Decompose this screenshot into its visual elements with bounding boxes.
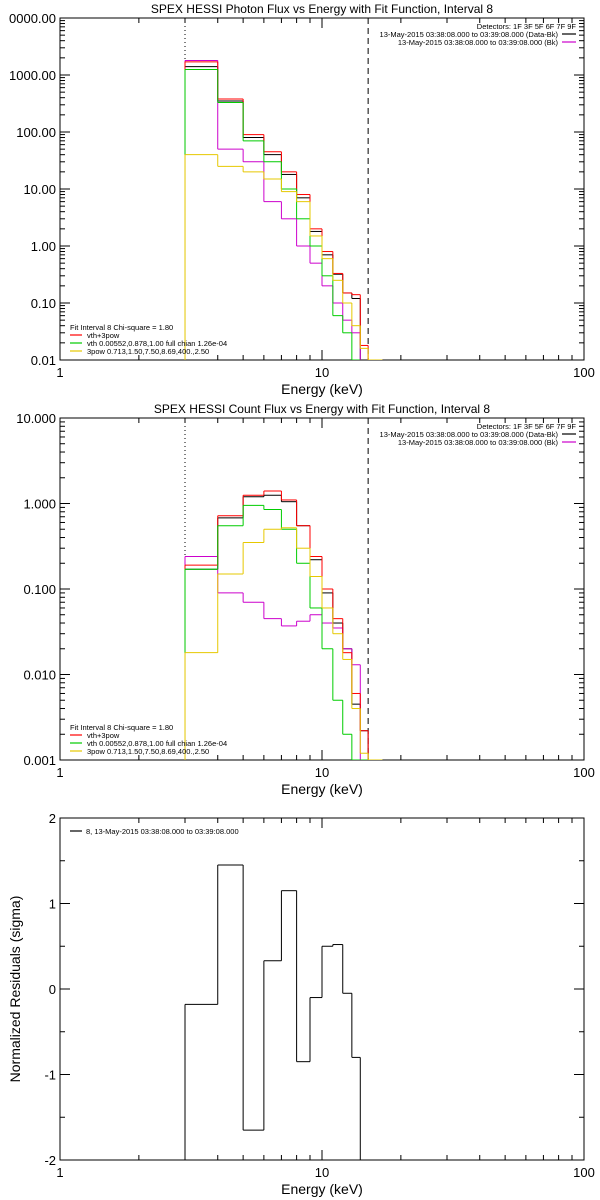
y-tick-label: 10.000 (16, 411, 56, 426)
y-tick-label: 1 (49, 897, 56, 912)
legend-entry: 13-May-2015 03:38:08.000 to 03:39:08.000… (380, 430, 559, 439)
series-vth (184, 504, 383, 760)
series-3pow (184, 527, 383, 760)
y-tick-label: 10.00 (23, 182, 56, 197)
detectors-label: Detectors: 1F 3F 5F 6F 7F 9F (477, 422, 577, 431)
x-tick-label: 10 (315, 1165, 329, 1180)
chart-title: SPEX HESSI Photon Flux vs Energy with Fi… (151, 2, 493, 16)
fit-summary: Fit Interval 8 Chi-square = 1.80 (70, 723, 173, 732)
data-area (184, 59, 383, 360)
series-data-bk (184, 494, 369, 760)
legend-entry: 13-May-2015 03:38:08.000 to 03:39:08.000… (380, 30, 559, 39)
y-tick-label: 0.100 (23, 582, 56, 597)
y-tick-label: 0000.00 (9, 11, 56, 26)
series-8-13-may-2015-03-38-08-0 (184, 864, 361, 1160)
series-vth-3pow (184, 490, 383, 760)
x-tick-label: 1 (56, 365, 63, 380)
data-area (184, 490, 383, 760)
legend-entry: 13-May-2015 03:38:08.000 to 03:39:08.000… (398, 438, 559, 447)
legend-entry: vth+3pow (87, 331, 120, 340)
legend-entry: 3pow 0.713,1.50,7.50,8.69,400.,2.50 (87, 747, 209, 756)
x-tick-label: 100 (573, 1165, 595, 1180)
count-flux-chart: SPEX HESSI Count Flux vs Energy with Fit… (16, 402, 595, 797)
series-vth-3pow (184, 61, 383, 360)
y-tick-label: 1000.00 (9, 68, 56, 83)
data-area (184, 864, 361, 1160)
x-tick-label: 100 (573, 765, 595, 780)
y-tick-label: 0.001 (23, 753, 56, 768)
x-tick-label: 10 (315, 765, 329, 780)
y-tick-label: 2 (49, 811, 56, 826)
photon-flux-chart: SPEX HESSI Photon Flux vs Energy with Fi… (9, 2, 595, 397)
series-bk (184, 59, 361, 360)
legend-entry: 13-May-2015 03:38:08.000 to 03:39:08.000… (398, 38, 559, 47)
plot-frame (59, 17, 585, 361)
residuals-chart: 1 10 100 Energy (keV) -2 -1 0 1 2 Normalized Resi… (7, 811, 595, 1197)
y-tick-label: 100.00 (16, 125, 56, 140)
y-tick-label: 0.01 (31, 353, 56, 368)
y-tick-label: 0.010 (23, 668, 56, 683)
legend-entry: 3pow 0.713,1.50,7.50,8.69,400.,2.50 (87, 347, 209, 356)
x-axis-label: Energy (keV) (281, 781, 363, 797)
x-tick-label: 100 (573, 365, 595, 380)
y-tick-label: 1.00 (31, 239, 56, 254)
detectors-label: Detectors: 1F 3F 5F 6F 7F 9F (477, 22, 577, 31)
x-tick-label: 1 (56, 1165, 63, 1180)
legend-entry: vth+3pow (87, 731, 120, 740)
legend-entry: vth 0.00552,0.878,1.00 full chian 1.26e-… (87, 339, 227, 348)
legend-entry: 8, 13-May-2015 03:38:08.000 to 03:39:08.… (86, 827, 239, 836)
series-vth (184, 68, 361, 360)
y-tick-label: 0.10 (31, 296, 56, 311)
x-axis-label: Energy (keV) (281, 1181, 363, 1197)
x-tick-label: 10 (315, 365, 329, 380)
y-tick-label: -1 (44, 1068, 56, 1083)
y-axis-label: Normalized Residuals (sigma) (7, 896, 23, 1083)
chart-title: SPEX HESSI Count Flux vs Energy with Fit… (154, 402, 490, 416)
legend-entry: vth 0.00552,0.878,1.00 full chian 1.26e-… (87, 739, 227, 748)
y-tick-label: -2 (44, 1153, 56, 1168)
series-3pow (184, 154, 383, 360)
x-axis-label: Energy (keV) (281, 381, 363, 397)
y-tick-label: 1.000 (23, 497, 56, 512)
y-tick-label: 0 (49, 982, 56, 997)
series-data-bk (184, 66, 361, 360)
fit-summary: Fit Interval 8 Chi-square = 1.80 (70, 323, 173, 332)
x-tick-label: 1 (56, 765, 63, 780)
series-bk (184, 555, 361, 760)
